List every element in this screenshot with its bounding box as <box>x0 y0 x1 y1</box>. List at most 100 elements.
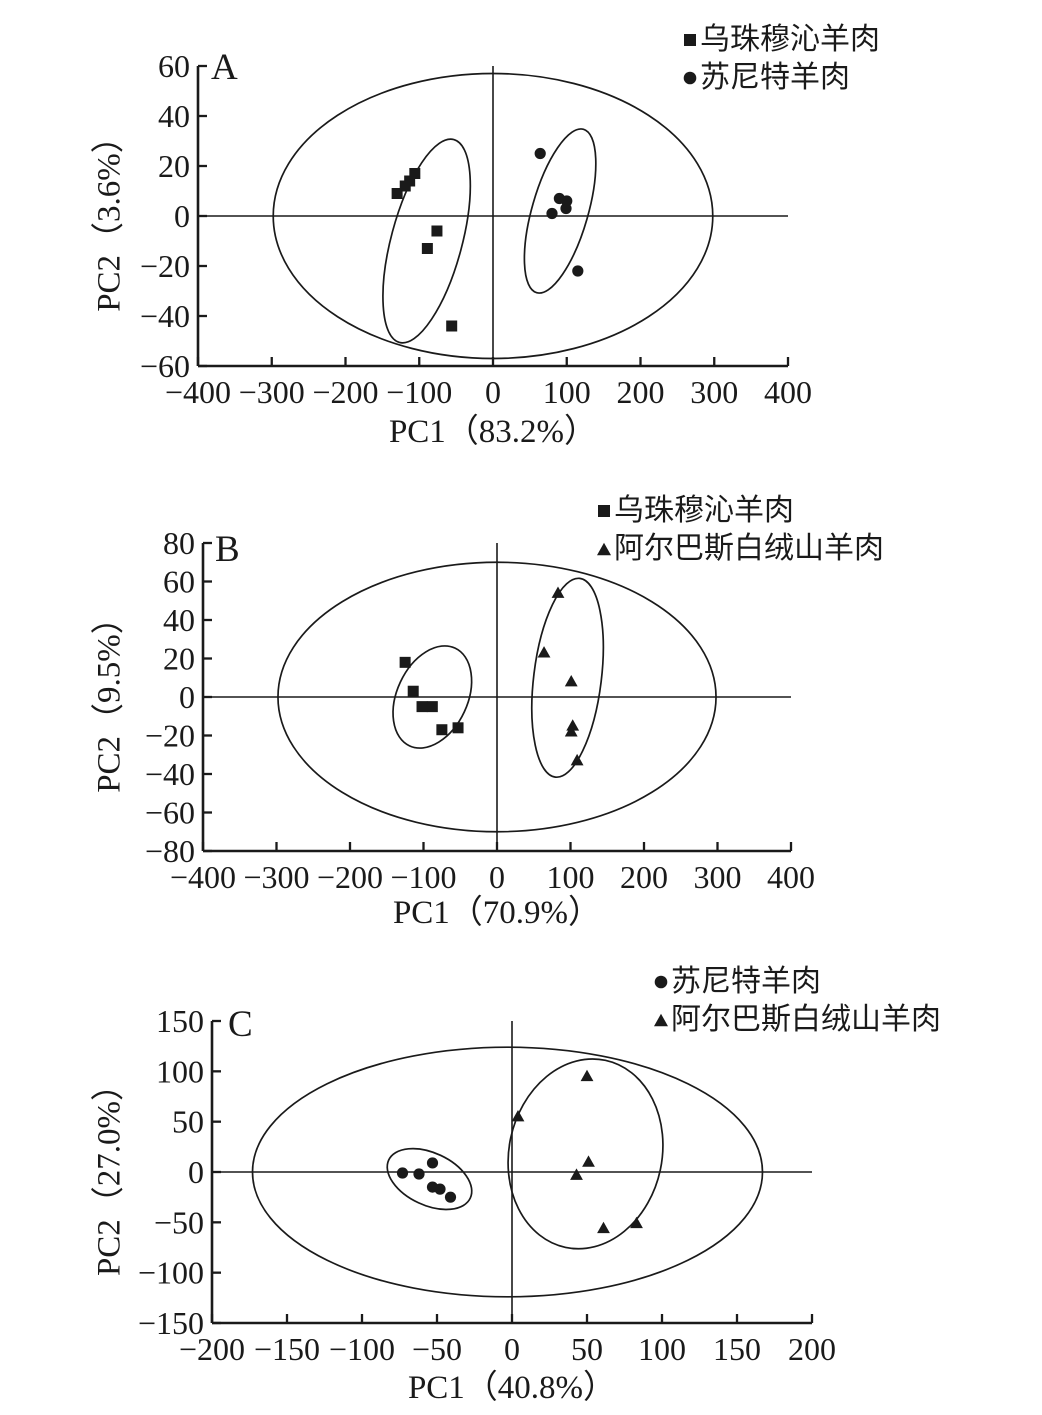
x-axis-title-b: PC1（70.9%） <box>392 895 602 931</box>
x-tick-label: 0 <box>489 859 505 895</box>
panel-label-c: C <box>228 1004 253 1045</box>
x-tick-label: 300 <box>694 859 742 895</box>
y-tick-label: −150 <box>138 1305 204 1341</box>
x-tick-label: −400 <box>165 374 231 410</box>
x-tick-label: 150 <box>713 1331 761 1367</box>
x-tick-label: 0 <box>485 374 501 410</box>
data-point-square <box>436 724 448 736</box>
data-point-square <box>426 701 438 713</box>
triangle-glyph <box>654 1013 668 1027</box>
data-point-circle <box>413 1168 425 1180</box>
triangle-marker-icon <box>596 541 612 557</box>
y-tick-label: 40 <box>158 98 190 134</box>
x-tick-label: −50 <box>412 1331 462 1367</box>
data-point-triangle <box>570 1168 583 1180</box>
legend-item: 苏尼特羊肉 <box>682 59 880 97</box>
circle-marker-icon <box>653 974 669 990</box>
legend-item: 乌珠穆沁羊肉 <box>682 21 880 59</box>
x-tick-label: 200 <box>617 374 665 410</box>
x-axis-title-c: PC1（40.8%） <box>407 1370 617 1406</box>
y-tick-label: 20 <box>158 148 190 184</box>
data-point-square <box>391 188 403 199</box>
legend-label: 苏尼特羊肉 <box>671 965 821 998</box>
panel-label-b: B <box>215 529 240 570</box>
data-point-square <box>399 656 411 668</box>
y-tick-label: −40 <box>140 298 190 334</box>
y-axis-title-b: PC2（9.5%） <box>91 601 128 793</box>
legend-label: 苏尼特羊肉 <box>700 61 850 94</box>
confidence-ellipse-group-square <box>382 138 472 344</box>
y-tick-label: −80 <box>145 833 195 869</box>
circle-shape <box>683 71 697 85</box>
y-tick-label: 60 <box>163 564 195 600</box>
data-point-circle <box>444 1191 457 1203</box>
x-tick-label: −300 <box>243 859 309 895</box>
y-tick-label: −50 <box>154 1204 204 1240</box>
data-point-triangle <box>570 753 584 766</box>
x-tick-label: 0 <box>504 1331 520 1367</box>
y-tick-label: −20 <box>140 248 190 284</box>
legend-item: 阿尔巴斯白绒山羊肉 <box>653 1001 941 1039</box>
x-tick-label: −300 <box>239 374 305 410</box>
data-point-square <box>409 168 421 179</box>
x-tick-label: 400 <box>764 374 812 410</box>
x-tick-label: 200 <box>620 859 668 895</box>
data-point-triangle <box>580 1069 594 1082</box>
legend-label: 乌珠穆沁羊肉 <box>700 23 880 56</box>
data-point-circle <box>426 1157 439 1169</box>
confidence-ellipse-outer-confidence <box>251 1046 764 1298</box>
y-tick-label: 150 <box>156 1003 204 1039</box>
x-tick-label: −200 <box>179 1331 245 1367</box>
data-point-square <box>421 243 433 254</box>
data-point-triangle <box>551 586 565 598</box>
panel-label-a: A <box>211 47 238 88</box>
square-glyph <box>684 34 696 46</box>
circle-glyph <box>654 975 668 989</box>
square-marker-icon <box>596 503 612 519</box>
data-point-circle <box>434 1183 446 1195</box>
y-tick-label: 0 <box>179 679 195 715</box>
y-tick-label: 40 <box>163 602 195 638</box>
legend-label: 乌珠穆沁羊肉 <box>614 494 794 527</box>
x-tick-label: 100 <box>547 859 595 895</box>
legend-item: 乌珠穆沁羊肉 <box>596 492 884 530</box>
x-tick-label: 300 <box>690 374 738 410</box>
confidence-ellipse-group-circle <box>386 1147 473 1211</box>
legend-item: 苏尼特羊肉 <box>653 963 941 1001</box>
y-tick-label: −100 <box>138 1255 204 1291</box>
circle-glyph <box>683 71 697 85</box>
x-axis-title-a: PC1（83.2%） <box>388 414 598 450</box>
x-tick-label: 50 <box>571 1331 603 1367</box>
y-tick-label: 20 <box>163 641 195 677</box>
x-tick-label: 200 <box>788 1331 836 1367</box>
legend-panel-c: 苏尼特羊肉 阿尔巴斯白绒山羊肉 <box>653 963 941 1039</box>
x-tick-label: −400 <box>170 859 236 895</box>
y-tick-label: 100 <box>156 1053 204 1089</box>
data-point-circle <box>561 195 573 207</box>
triangle-glyph <box>597 542 611 556</box>
data-point-circle <box>534 147 546 160</box>
x-tick-label: −100 <box>386 374 452 410</box>
y-tick-label: −40 <box>145 756 195 792</box>
data-point-triangle <box>511 1110 525 1122</box>
data-point-square <box>416 701 428 713</box>
data-point-circle <box>396 1167 409 1179</box>
x-tick-label: −100 <box>390 859 456 895</box>
y-axis-title-a: PC2（3.6%） <box>91 120 128 312</box>
y-tick-label: 80 <box>163 525 195 561</box>
y-axis-title-c: PC2（27.0%） <box>91 1067 128 1277</box>
y-tick-label: −60 <box>140 348 190 384</box>
data-point-triangle <box>582 1155 595 1167</box>
data-point-circle <box>546 207 558 220</box>
square-marker-icon <box>682 32 698 48</box>
data-point-triangle <box>564 725 578 737</box>
y-tick-label: 0 <box>188 1154 204 1190</box>
confidence-ellipse-group-square <box>392 645 473 749</box>
square-glyph <box>598 505 610 517</box>
data-point-triangle <box>564 675 578 687</box>
y-tick-label: −60 <box>145 795 195 831</box>
square-shape <box>598 505 610 517</box>
data-point-triangle <box>566 719 580 731</box>
x-tick-label: −200 <box>312 374 378 410</box>
